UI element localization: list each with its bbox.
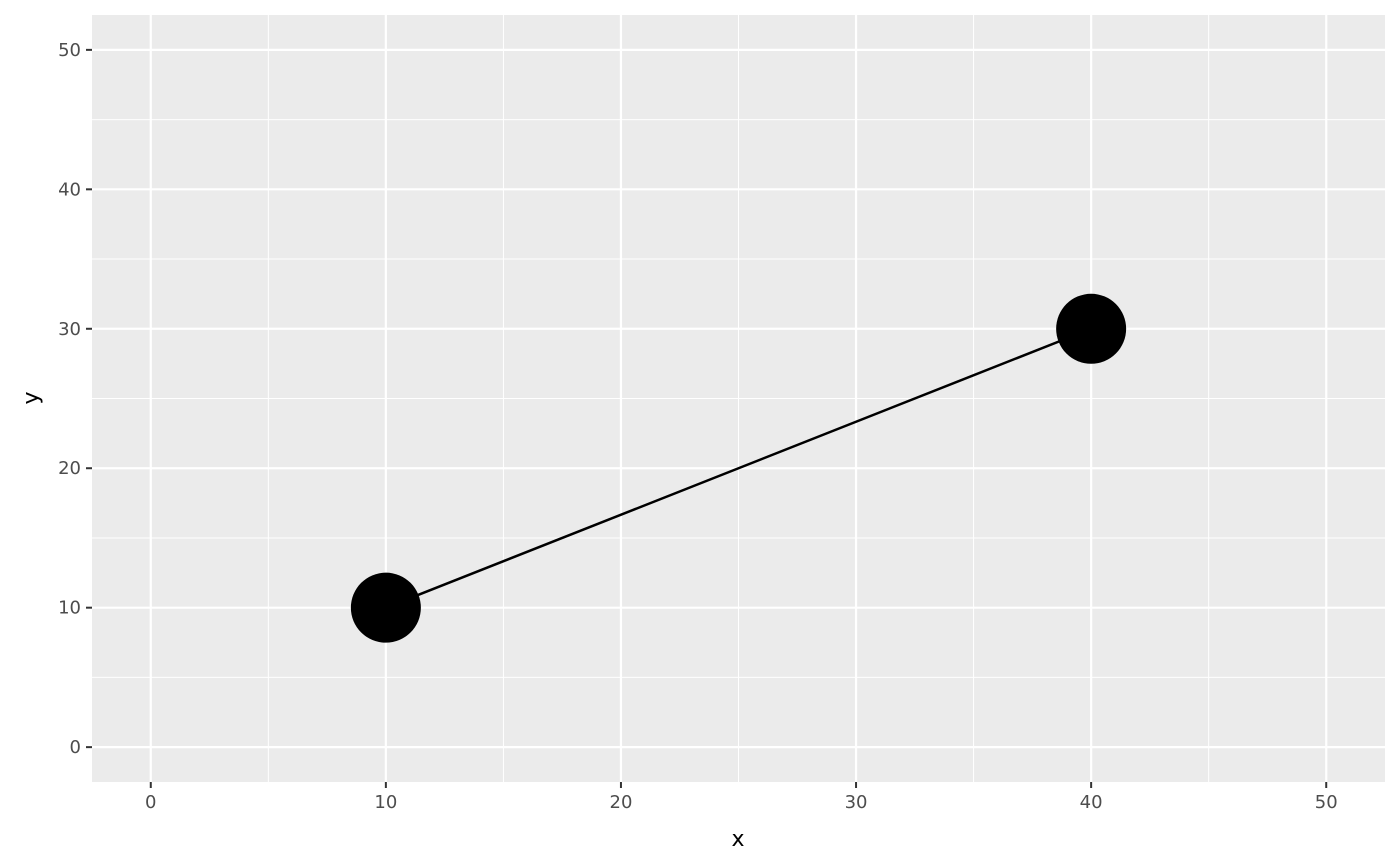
y-tick-label: 10 bbox=[58, 598, 81, 619]
y-tick-label: 0 bbox=[70, 737, 81, 758]
x-tick-label: 0 bbox=[145, 792, 156, 813]
x-tick-label: 20 bbox=[610, 792, 633, 813]
y-tick-label: 50 bbox=[58, 40, 81, 61]
x-tick-label: 50 bbox=[1315, 792, 1338, 813]
y-axis: 0 10 20 30 40 50 bbox=[58, 40, 92, 758]
series bbox=[350, 293, 1127, 643]
x-tick-label: 30 bbox=[845, 792, 868, 813]
minor-gridlines bbox=[92, 15, 1385, 782]
y-tick-label: 20 bbox=[58, 458, 81, 479]
x-tick-label: 10 bbox=[374, 792, 397, 813]
data-point bbox=[350, 572, 421, 643]
x-axis: 0 10 20 30 40 50 bbox=[145, 782, 1338, 813]
series-line bbox=[385, 327, 1092, 609]
x-axis-title: x bbox=[731, 827, 744, 852]
y-tick-label: 40 bbox=[58, 179, 81, 200]
y-axis-title: y bbox=[19, 391, 44, 404]
y-tick-label: 30 bbox=[58, 319, 81, 340]
x-tick-label: 40 bbox=[1080, 792, 1103, 813]
data-point bbox=[1056, 293, 1127, 364]
